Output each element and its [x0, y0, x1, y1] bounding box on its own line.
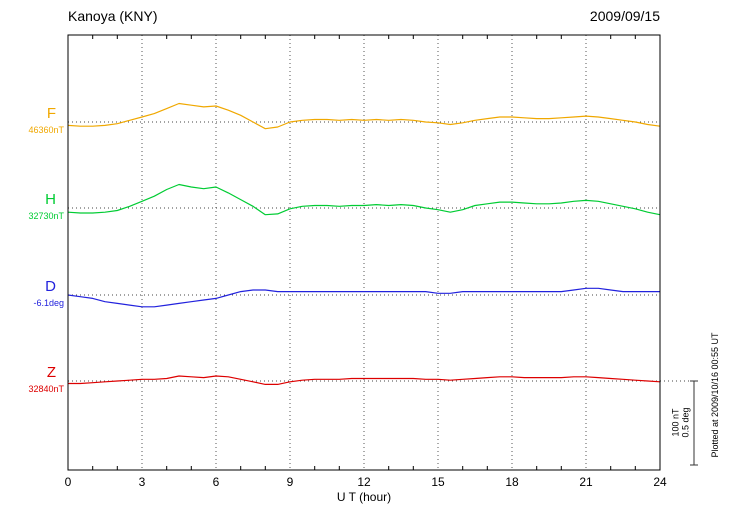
trace-F — [67, 102, 661, 130]
component-letter-H: H — [45, 191, 56, 208]
scale-bar-deg-label: 0.5 deg — [680, 407, 691, 438]
x-axis-title: U T (hour) — [336, 490, 392, 504]
x-tick-label-18: 18 — [505, 475, 519, 489]
x-tick-label-24: 24 — [653, 475, 667, 489]
component-letter-Z: Z — [46, 364, 56, 381]
trace-H — [67, 183, 661, 216]
component-baseline-value-H: 32730nT — [28, 211, 64, 221]
x-tick-label-21: 21 — [579, 475, 593, 489]
plotted-at-note: Plotted at 2009/10/16 00:55 UT — [710, 332, 720, 458]
component-letter-F: F — [46, 105, 56, 122]
trace-D — [67, 287, 660, 308]
x-tick-label-12: 12 — [357, 475, 371, 489]
x-tick-label-3: 3 — [138, 475, 146, 489]
x-tick-label-0: 0 — [64, 475, 72, 489]
x-tick-label-15: 15 — [431, 475, 445, 489]
trace-Z — [68, 375, 661, 385]
plot-frame — [67, 34, 661, 471]
station-title: Kanoya (KNY) — [68, 8, 158, 24]
x-tick-label-6: 6 — [212, 475, 220, 489]
x-tick-label-9: 9 — [286, 475, 294, 489]
component-baseline-value-F: 46360nT — [28, 125, 64, 135]
component-baseline-value-Z: 32840nT — [28, 384, 64, 394]
date-label: 2009/09/15 — [589, 8, 660, 24]
component-letter-D: D — [45, 278, 56, 295]
component-baseline-value-D: -6.1deg — [33, 298, 64, 308]
